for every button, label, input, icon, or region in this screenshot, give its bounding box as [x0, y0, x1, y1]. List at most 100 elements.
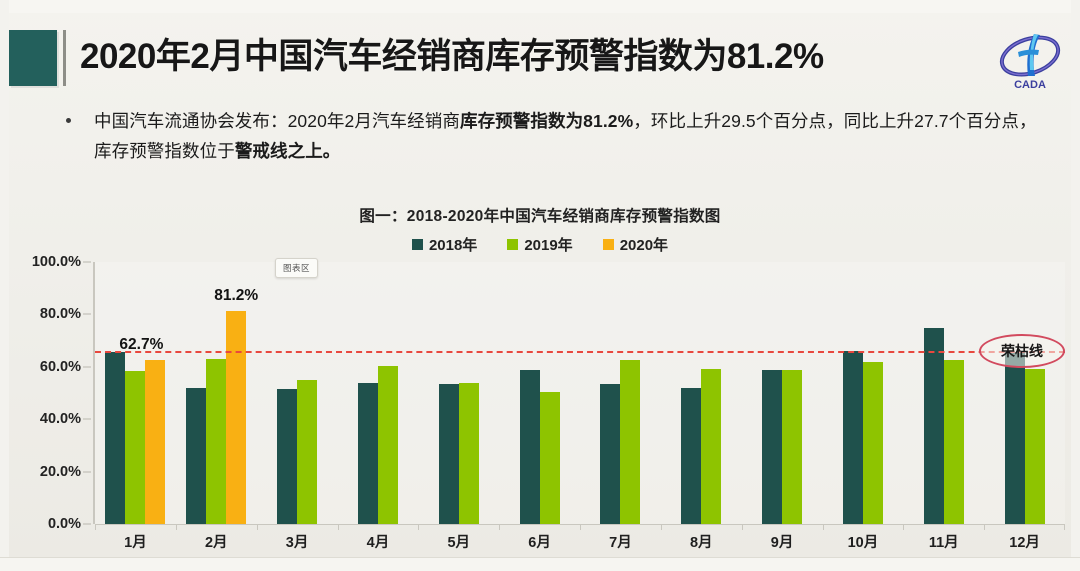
bar-group-7月 [580, 262, 661, 524]
bar-10月-2019年[interactable] [862, 361, 883, 524]
x-axis-tick-label: 1月 [124, 535, 147, 551]
bar-8月-2019年[interactable] [701, 369, 722, 524]
plot-area: 荣枯线 62.7% 81.2% 图表区 [95, 258, 1065, 524]
x-axis-tick-label: 6月 [528, 535, 551, 551]
bullet-point-icon [66, 118, 71, 123]
legend-item-2019年[interactable]: 2019年 [507, 234, 573, 255]
bar-1月-2020年[interactable]: 62.7% [119, 336, 166, 524]
bar-group-11月 [903, 262, 984, 524]
bar-6月-2019年[interactable] [539, 391, 560, 524]
bar-group-12月 [984, 262, 1065, 524]
x-axis-tick-mark [984, 524, 986, 530]
bar-7月-2018年[interactable] [600, 383, 621, 524]
x-axis-tick-mark [1064, 524, 1065, 530]
bar-12月-2018年[interactable] [1004, 352, 1025, 524]
x-axis-tick-label: 3月 [285, 535, 309, 551]
x-axis: 1月 2月 3月 4月 5月 6月 7月 8月 9月 10月 11月 12月 [95, 524, 1065, 558]
bar-4月-2019年[interactable] [377, 365, 398, 524]
y-axis-tick-mark [83, 313, 91, 315]
legend-label: 2019年 [524, 237, 573, 254]
bar-group-4月 [337, 262, 418, 524]
x-axis-group-6月: 6月 [499, 524, 580, 558]
x-axis-group-5月: 5月 [418, 524, 499, 558]
bar-1月-2019年[interactable] [125, 370, 146, 524]
chart-legend: 2018年 2019年 2020年 [9, 234, 1071, 255]
bar-9月-2018年[interactable] [762, 369, 783, 524]
chart-title: 图一：2018-2020年中国汽车经销商库存预警指数图 [359, 208, 721, 225]
bar-value-label: 81.2% [214, 287, 259, 305]
lead-segment-2: ，环比上升29.5个百分点，同比上升27.7个百分点，库存预警指数位于 [94, 111, 1037, 161]
slide-edge-bottom [0, 557, 1080, 571]
bar-group-10月 [822, 262, 903, 524]
x-axis-group-11月: 11月 [903, 524, 984, 558]
x-axis-tick-mark [822, 524, 824, 530]
x-axis-tick-label: 9月 [770, 535, 794, 551]
y-axis: 0.0% 20.0% 40.0% 60.0% 80.0% 100.0% [9, 254, 93, 532]
x-axis-group-1月: 1月 [95, 524, 176, 558]
bar-9月-2019年[interactable] [782, 370, 803, 524]
slide-header: 2020年2月中国汽车经销商库存预警指数为81.2% CADA [0, 22, 1080, 94]
bar-12月-2019年[interactable] [1024, 369, 1045, 524]
y-axis-tick-label: 60.0% [39, 358, 81, 375]
chart-card: 图一：2018-2020年中国汽车经销商库存预警指数图 2018年 2019年 20… [9, 188, 1071, 557]
lead-paragraph-block: 中国汽车流通协会发布：2020年2月汽车经销商库存预警指数为81.2%，环比上升… [60, 106, 1044, 166]
bar-group-1月: 62.7% [95, 262, 176, 524]
lead-segment-0: 中国汽车流通协会发布：2020年2月汽车经销商 [94, 111, 460, 131]
x-axis-tick-mark [580, 524, 581, 530]
bar-6月-2018年[interactable] [519, 370, 540, 524]
bar-8月-2018年[interactable] [681, 387, 702, 524]
legend-swatch-icon [507, 239, 519, 250]
x-axis-group-4月: 4月 [337, 524, 419, 558]
x-axis-tick-label: 10月 [847, 535, 879, 551]
bar-5月-2018年[interactable] [438, 383, 459, 524]
legend-label: 2020年 [619, 237, 669, 254]
plot-background [95, 262, 1065, 524]
bar-2月-2018年[interactable] [186, 387, 207, 524]
bar-11月-2019年[interactable] [943, 360, 964, 524]
bar-10月-2018年[interactable] [842, 351, 863, 524]
x-axis-tick-mark [95, 524, 96, 530]
bar-group-6月 [499, 262, 580, 524]
bar-4月-2018年[interactable] [357, 382, 378, 524]
bar-3月-2019年[interactable] [297, 379, 318, 524]
bar-group-9月 [742, 262, 823, 524]
lead-segment-3: 警戒线之上。 [234, 141, 341, 161]
slide-edge-left [0, 0, 9, 571]
legend-swatch-icon [602, 239, 614, 250]
bar-11月-2018年[interactable] [923, 327, 944, 524]
legend-item-2020年[interactable]: 2020年 [602, 234, 669, 255]
bar-2月-2019年[interactable] [206, 358, 227, 524]
x-axis-tick-label: 7月 [609, 535, 632, 551]
y-axis-tick-label: 0.0% [47, 516, 81, 532]
x-axis-tick-mark [175, 524, 177, 530]
x-axis-tick-label: 8月 [689, 535, 713, 551]
page-title: 2020年2月中国汽车经销商库存预警指数为81.2% [80, 37, 824, 76]
header-accent-block [9, 30, 57, 86]
warning-threshold-line [95, 351, 1065, 354]
x-axis-group-12月: 12月 [984, 524, 1065, 558]
x-axis-tick-label: 12月 [1009, 535, 1040, 551]
bar-7月-2019年[interactable] [620, 360, 641, 524]
header-accent-rule [63, 30, 66, 86]
slide-edge-right [1071, 0, 1080, 571]
y-axis-tick-label: 20.0% [39, 463, 81, 480]
lead-paragraph-text: 中国汽车流通协会发布：2020年2月汽车经销商库存预警指数为81.2%，环比上升… [94, 106, 1044, 166]
x-axis-group-7月: 7月 [580, 524, 661, 558]
bar-5月-2019年[interactable] [458, 382, 479, 524]
x-axis-tick-mark [499, 524, 501, 530]
warning-threshold-badge: 荣枯线 [979, 334, 1065, 369]
legend-item-2018年[interactable]: 2018年 [411, 234, 478, 255]
cada-logo-text: CADA [1014, 79, 1046, 91]
y-axis-tick-label: 100.0% [31, 254, 81, 270]
legend-swatch-icon [411, 239, 423, 250]
bar-3月-2018年[interactable] [277, 389, 298, 524]
y-axis-line [93, 262, 95, 524]
bar-1月-2018年[interactable] [105, 352, 126, 524]
y-axis-tick-mark [83, 366, 91, 368]
y-axis-tick-label: 40.0% [39, 411, 81, 428]
bar-2月-2020年[interactable]: 81.2% [214, 287, 258, 524]
legend-label: 2018年 [428, 237, 478, 254]
cada-logo-icon: CADA [999, 34, 1061, 91]
x-axis-group-8月: 8月 [660, 524, 742, 558]
